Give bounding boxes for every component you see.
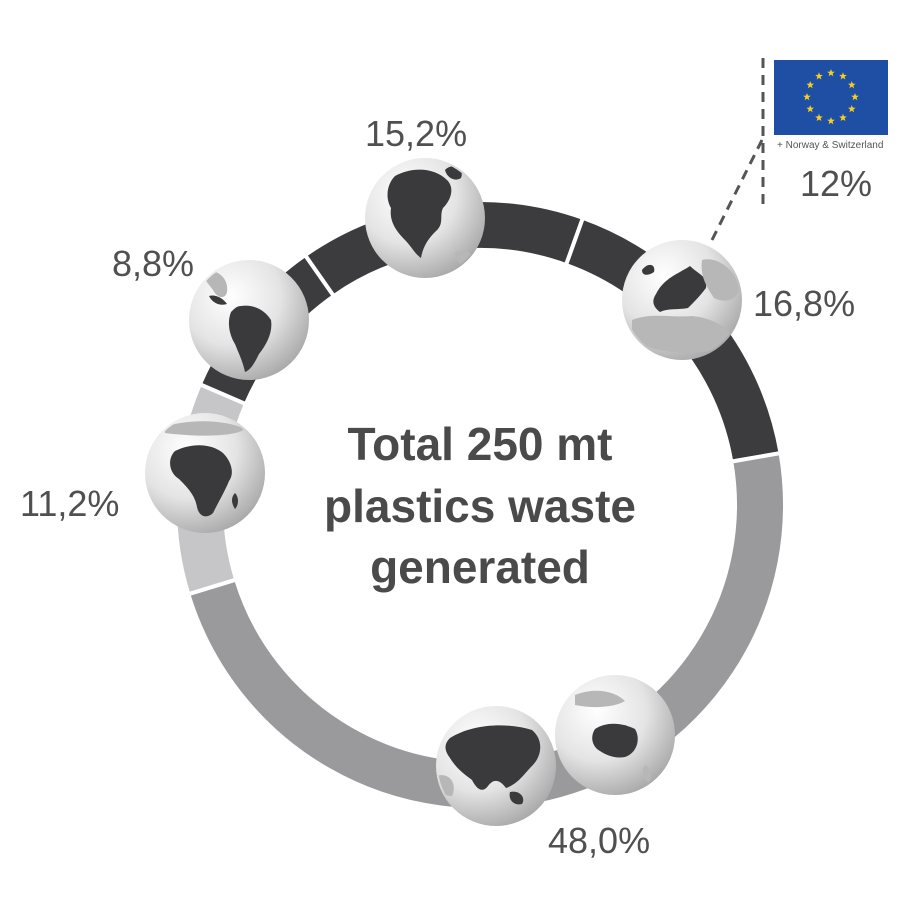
chart-title-line-1: Total 250 mt — [348, 418, 613, 470]
slice-label-europe: 16,8% — [753, 283, 855, 324]
globe-europe-icon — [622, 240, 742, 360]
globe-asia-icon — [436, 706, 556, 826]
eu-flag-star — [847, 105, 856, 113]
slice-label-africa: 11,2% — [20, 483, 119, 524]
eu-flag-icon — [774, 60, 888, 135]
globe-south-america-icon — [189, 260, 309, 380]
eu-inset-label: 12% — [800, 163, 872, 204]
eu-flag-star — [851, 93, 859, 101]
slice-label-north-america: 15,2% — [365, 113, 467, 154]
eu-flag-star — [847, 81, 856, 89]
eu-flag-star — [827, 117, 835, 125]
slice-label-latin-america: 8,8% — [112, 243, 194, 284]
slice-label-asia-oceania: 48,0% — [548, 820, 650, 861]
eu-leader-line — [710, 139, 764, 241]
eu-inset-note: + Norway & Switzerland — [777, 140, 883, 151]
globe-africa-icon — [145, 413, 265, 533]
eu-flag-star — [815, 72, 823, 80]
eu-flag-star — [839, 72, 847, 80]
eu-flag-star — [806, 105, 815, 113]
chart-title-line-2: plastics waste — [324, 480, 636, 532]
eu-flag-star — [839, 113, 847, 122]
chart-title-line-3: generated — [370, 541, 590, 593]
globe-north-america-icon — [365, 158, 485, 278]
globe-oceania-icon — [555, 675, 675, 795]
eu-flag-star — [827, 69, 835, 77]
eu-flag-star — [803, 93, 811, 101]
eu-flag-star — [815, 113, 823, 122]
eu-flag-star — [806, 81, 815, 89]
